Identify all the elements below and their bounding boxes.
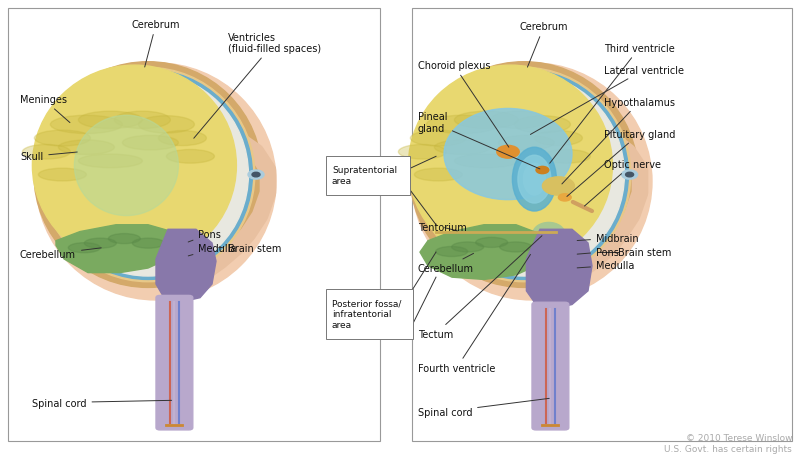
Text: © 2010 Terese Winslow
U.S. Govt. has certain rights: © 2010 Terese Winslow U.S. Govt. has cer…	[664, 433, 792, 453]
Ellipse shape	[74, 116, 178, 216]
Ellipse shape	[533, 223, 565, 246]
Ellipse shape	[512, 148, 557, 212]
Polygon shape	[156, 230, 216, 303]
Text: Lateral ventricle: Lateral ventricle	[530, 66, 684, 135]
Text: Brain stem: Brain stem	[218, 243, 282, 253]
Ellipse shape	[414, 169, 462, 182]
Ellipse shape	[410, 62, 638, 288]
Ellipse shape	[58, 141, 114, 155]
Circle shape	[626, 173, 634, 177]
Polygon shape	[420, 225, 548, 280]
Ellipse shape	[452, 243, 484, 253]
Ellipse shape	[42, 68, 254, 282]
Ellipse shape	[516, 240, 548, 265]
Ellipse shape	[498, 136, 554, 151]
Ellipse shape	[514, 116, 570, 134]
FancyBboxPatch shape	[412, 9, 792, 441]
Ellipse shape	[158, 131, 206, 147]
Ellipse shape	[34, 131, 90, 147]
Ellipse shape	[409, 66, 613, 266]
Text: Pons: Pons	[188, 229, 222, 243]
Circle shape	[536, 167, 549, 174]
Ellipse shape	[518, 156, 551, 204]
Ellipse shape	[68, 243, 100, 253]
Ellipse shape	[419, 71, 629, 280]
Ellipse shape	[476, 238, 508, 248]
Text: Cerebellum: Cerebellum	[418, 254, 474, 273]
Ellipse shape	[426, 116, 498, 134]
Ellipse shape	[534, 131, 582, 147]
Circle shape	[558, 194, 571, 202]
Circle shape	[497, 146, 519, 159]
Text: Cerebrum: Cerebrum	[132, 20, 180, 68]
Ellipse shape	[108, 234, 140, 244]
FancyBboxPatch shape	[326, 289, 413, 339]
Polygon shape	[56, 225, 180, 273]
Text: Third ventricle: Third ventricle	[550, 44, 674, 164]
Ellipse shape	[166, 150, 214, 164]
Text: Pineal
gland: Pineal gland	[418, 112, 540, 170]
Ellipse shape	[523, 164, 546, 196]
Text: Cerebellum: Cerebellum	[20, 248, 102, 260]
Text: Choroid plexus: Choroid plexus	[418, 61, 509, 148]
Ellipse shape	[78, 112, 142, 129]
Text: Tentorium: Tentorium	[418, 222, 466, 233]
Text: Hypothalamus: Hypothalamus	[562, 97, 675, 185]
Ellipse shape	[434, 141, 490, 155]
Text: Fourth ventricle: Fourth ventricle	[418, 255, 530, 374]
Text: Spinal cord: Spinal cord	[32, 398, 172, 408]
Text: Posterior fossa/
infratentorial
area: Posterior fossa/ infratentorial area	[332, 299, 402, 329]
Text: Optic nerve: Optic nerve	[585, 160, 661, 207]
Ellipse shape	[424, 74, 625, 277]
Text: Medulla: Medulla	[577, 261, 634, 271]
Ellipse shape	[132, 238, 164, 248]
Ellipse shape	[50, 116, 122, 134]
Ellipse shape	[78, 155, 142, 168]
Circle shape	[622, 171, 638, 180]
Circle shape	[252, 173, 260, 177]
Ellipse shape	[454, 155, 518, 168]
Text: Pituitary gland: Pituitary gland	[567, 129, 675, 197]
Text: Cerebrum: Cerebrum	[520, 22, 568, 68]
Ellipse shape	[38, 169, 86, 182]
Ellipse shape	[410, 131, 466, 147]
Polygon shape	[526, 230, 592, 309]
Ellipse shape	[542, 150, 590, 164]
Ellipse shape	[33, 66, 237, 266]
Ellipse shape	[84, 238, 116, 248]
Text: Midbrain: Midbrain	[577, 233, 638, 243]
Text: Brain stem: Brain stem	[618, 248, 672, 258]
Ellipse shape	[122, 136, 178, 151]
Text: Skull: Skull	[20, 152, 78, 162]
Circle shape	[248, 171, 264, 180]
Ellipse shape	[500, 243, 532, 253]
Ellipse shape	[418, 68, 630, 282]
Ellipse shape	[48, 74, 248, 277]
FancyBboxPatch shape	[532, 303, 569, 430]
Text: Ventricles
(fluid-filled spaces): Ventricles (fluid-filled spaces)	[194, 32, 321, 139]
Ellipse shape	[444, 109, 572, 200]
Ellipse shape	[34, 62, 262, 288]
Ellipse shape	[22, 145, 70, 160]
Text: Medulla: Medulla	[188, 243, 237, 256]
Ellipse shape	[454, 112, 518, 129]
Text: Tectum: Tectum	[418, 236, 542, 339]
Ellipse shape	[490, 112, 546, 129]
Text: Pons: Pons	[577, 247, 619, 257]
Ellipse shape	[114, 112, 170, 129]
Ellipse shape	[436, 247, 468, 257]
FancyBboxPatch shape	[8, 9, 380, 441]
Ellipse shape	[36, 64, 276, 300]
FancyBboxPatch shape	[326, 157, 410, 196]
FancyBboxPatch shape	[156, 296, 193, 430]
Ellipse shape	[398, 145, 446, 160]
Text: Supratentorial
area: Supratentorial area	[332, 166, 397, 185]
Ellipse shape	[412, 64, 652, 300]
Text: Meninges: Meninges	[20, 95, 70, 123]
Ellipse shape	[542, 177, 574, 196]
Ellipse shape	[138, 116, 194, 134]
Text: Spinal cord: Spinal cord	[418, 399, 550, 417]
Ellipse shape	[44, 71, 253, 280]
